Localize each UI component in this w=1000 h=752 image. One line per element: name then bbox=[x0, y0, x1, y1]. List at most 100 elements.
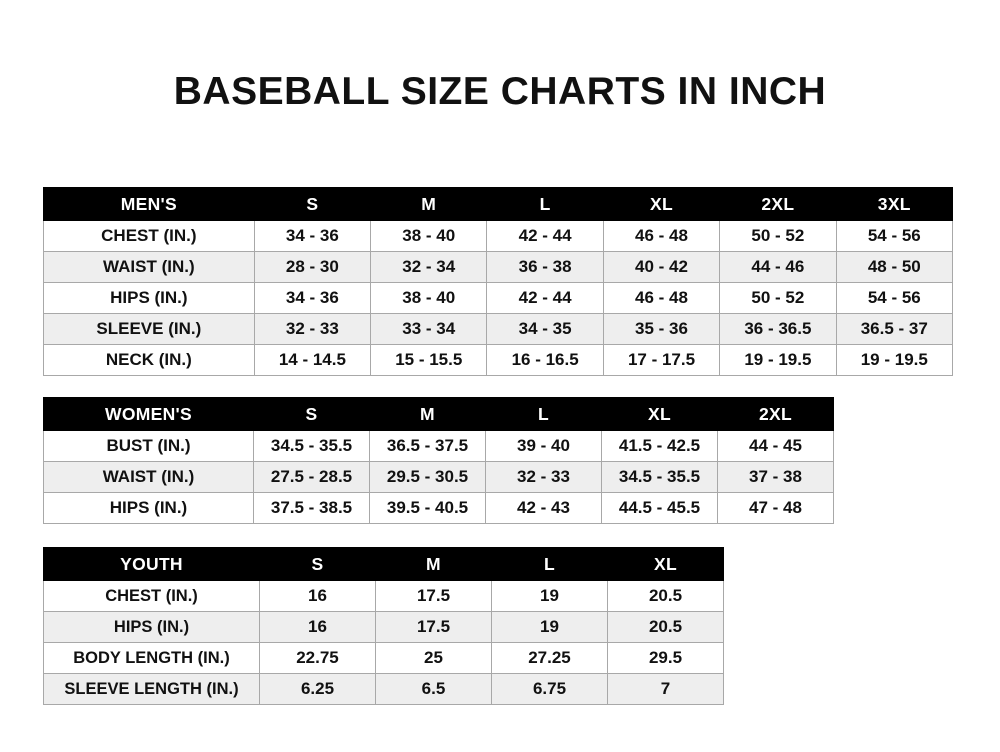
cell-value: 54 - 56 bbox=[835, 220, 954, 252]
youth-header-row: YOUTH S M L XL bbox=[43, 547, 724, 581]
cell-value: 38 - 40 bbox=[370, 282, 488, 314]
cell-value: 28 - 30 bbox=[253, 251, 372, 283]
cell-value: 36.5 - 37 bbox=[835, 313, 954, 345]
cell-value: 39.5 - 40.5 bbox=[369, 492, 486, 524]
cell-value: 44 - 45 bbox=[717, 430, 834, 462]
cell-value: 39 - 40 bbox=[485, 430, 602, 462]
table-row: WAIST (IN.) 28 - 30 32 - 34 36 - 38 40 -… bbox=[43, 251, 954, 283]
cell-value: 27.5 - 28.5 bbox=[253, 461, 370, 493]
row-label: WAIST (IN.) bbox=[43, 251, 255, 283]
table-row: BODY LENGTH (IN.) 22.75 25 27.25 29.5 bbox=[43, 642, 724, 674]
cell-value: 46 - 48 bbox=[602, 220, 721, 252]
cell-value: 20.5 bbox=[607, 611, 724, 643]
table-row: HIPS (IN.) 37.5 - 38.5 39.5 - 40.5 42 - … bbox=[43, 492, 834, 524]
cell-value: 34.5 - 35.5 bbox=[253, 430, 370, 462]
cell-value: 42 - 44 bbox=[486, 220, 604, 252]
mens-table-body: CHEST (IN.) 34 - 36 38 - 40 42 - 44 46 -… bbox=[43, 220, 954, 376]
youth-header-cell-m: M bbox=[375, 547, 492, 581]
cell-value: 34 - 36 bbox=[253, 282, 372, 314]
cell-value: 50 - 52 bbox=[719, 220, 837, 252]
cell-value: 34 - 36 bbox=[253, 220, 372, 252]
cell-value: 54 - 56 bbox=[835, 282, 954, 314]
cell-value: 16 bbox=[259, 580, 376, 612]
cell-value: 34.5 - 35.5 bbox=[601, 461, 718, 493]
womens-table-body: BUST (IN.) 34.5 - 35.5 36.5 - 37.5 39 - … bbox=[43, 430, 834, 524]
table-row: NECK (IN.) 14 - 14.5 15 - 15.5 16 - 16.5… bbox=[43, 344, 954, 376]
youth-header-cell-l: L bbox=[491, 547, 608, 581]
cell-value: 42 - 44 bbox=[486, 282, 604, 314]
cell-value: 32 - 33 bbox=[253, 313, 372, 345]
cell-value: 29.5 bbox=[607, 642, 724, 674]
table-row: SLEEVE LENGTH (IN.) 6.25 6.5 6.75 7 bbox=[43, 673, 724, 705]
table-row: HIPS (IN.) 34 - 36 38 - 40 42 - 44 46 - … bbox=[43, 282, 954, 314]
youth-table-body: CHEST (IN.) 16 17.5 19 20.5 HIPS (IN.) 1… bbox=[43, 580, 724, 705]
womens-table-header: WOMEN'S S M L XL 2XL bbox=[43, 397, 834, 431]
row-label: WAIST (IN.) bbox=[43, 461, 254, 493]
cell-value: 19 bbox=[491, 611, 608, 643]
row-label: HIPS (IN.) bbox=[43, 611, 260, 643]
youth-table-header: YOUTH S M L XL bbox=[43, 547, 724, 581]
youth-header-cell-xl: XL bbox=[607, 547, 724, 581]
womens-header-cell-s: S bbox=[253, 397, 370, 431]
womens-header-cell-m: M bbox=[369, 397, 486, 431]
cell-value: 46 - 48 bbox=[602, 282, 721, 314]
womens-header-cell-l: L bbox=[485, 397, 602, 431]
mens-header-cell-l: L bbox=[486, 187, 604, 221]
row-label: BODY LENGTH (IN.) bbox=[43, 642, 260, 674]
row-label: HIPS (IN.) bbox=[43, 492, 254, 524]
cell-value: 16 - 16.5 bbox=[486, 344, 604, 376]
row-label: HIPS (IN.) bbox=[43, 282, 255, 314]
cell-value: 36.5 - 37.5 bbox=[369, 430, 486, 462]
row-label: SLEEVE (IN.) bbox=[43, 313, 255, 345]
cell-value: 16 bbox=[259, 611, 376, 643]
table-row: SLEEVE (IN.) 32 - 33 33 - 34 34 - 35 35 … bbox=[43, 313, 954, 345]
youth-header-cell-category: YOUTH bbox=[43, 547, 260, 581]
cell-value: 34 - 35 bbox=[486, 313, 604, 345]
table-row: CHEST (IN.) 16 17.5 19 20.5 bbox=[43, 580, 724, 612]
mens-header-row: MEN'S S M L XL 2XL 3XL bbox=[43, 187, 954, 221]
row-label: SLEEVE LENGTH (IN.) bbox=[43, 673, 260, 705]
cell-value: 37.5 - 38.5 bbox=[253, 492, 370, 524]
cell-value: 37 - 38 bbox=[717, 461, 834, 493]
cell-value: 19 bbox=[491, 580, 608, 612]
cell-value: 50 - 52 bbox=[719, 282, 837, 314]
mens-header-cell-s: S bbox=[253, 187, 372, 221]
table-row: HIPS (IN.) 16 17.5 19 20.5 bbox=[43, 611, 724, 643]
cell-value: 32 - 34 bbox=[370, 251, 488, 283]
cell-value: 36 - 36.5 bbox=[719, 313, 837, 345]
cell-value: 41.5 - 42.5 bbox=[601, 430, 718, 462]
cell-value: 42 - 43 bbox=[485, 492, 602, 524]
cell-value: 40 - 42 bbox=[602, 251, 721, 283]
mens-table-header: MEN'S S M L XL 2XL 3XL bbox=[43, 187, 954, 221]
cell-value: 22.75 bbox=[259, 642, 376, 674]
womens-header-cell-xl: XL bbox=[601, 397, 718, 431]
mens-header-cell-category: MEN'S bbox=[43, 187, 255, 221]
womens-header-cell-category: WOMEN'S bbox=[43, 397, 254, 431]
womens-size-table: WOMEN'S S M L XL 2XL BUST (IN.) 34.5 - 3… bbox=[43, 397, 834, 524]
cell-value: 44.5 - 45.5 bbox=[601, 492, 718, 524]
row-label: CHEST (IN.) bbox=[43, 580, 260, 612]
youth-size-table: YOUTH S M L XL CHEST (IN.) 16 17.5 19 20… bbox=[43, 547, 724, 705]
cell-value: 6.75 bbox=[491, 673, 608, 705]
cell-value: 25 bbox=[375, 642, 492, 674]
cell-value: 27.25 bbox=[491, 642, 608, 674]
cell-value: 15 - 15.5 bbox=[370, 344, 488, 376]
cell-value: 48 - 50 bbox=[835, 251, 954, 283]
cell-value: 20.5 bbox=[607, 580, 724, 612]
cell-value: 33 - 34 bbox=[370, 313, 488, 345]
cell-value: 17.5 bbox=[375, 611, 492, 643]
mens-size-table: MEN'S S M L XL 2XL 3XL CHEST (IN.) 34 - … bbox=[43, 187, 954, 376]
mens-header-cell-m: M bbox=[370, 187, 488, 221]
youth-header-cell-s: S bbox=[259, 547, 376, 581]
mens-header-cell-3xl: 3XL bbox=[835, 187, 954, 221]
table-row: CHEST (IN.) 34 - 36 38 - 40 42 - 44 46 -… bbox=[43, 220, 954, 252]
cell-value: 17 - 17.5 bbox=[602, 344, 721, 376]
row-label: BUST (IN.) bbox=[43, 430, 254, 462]
cell-value: 7 bbox=[607, 673, 724, 705]
cell-value: 29.5 - 30.5 bbox=[369, 461, 486, 493]
cell-value: 19 - 19.5 bbox=[719, 344, 837, 376]
cell-value: 6.5 bbox=[375, 673, 492, 705]
table-row: BUST (IN.) 34.5 - 35.5 36.5 - 37.5 39 - … bbox=[43, 430, 834, 462]
cell-value: 19 - 19.5 bbox=[835, 344, 954, 376]
cell-value: 32 - 33 bbox=[485, 461, 602, 493]
